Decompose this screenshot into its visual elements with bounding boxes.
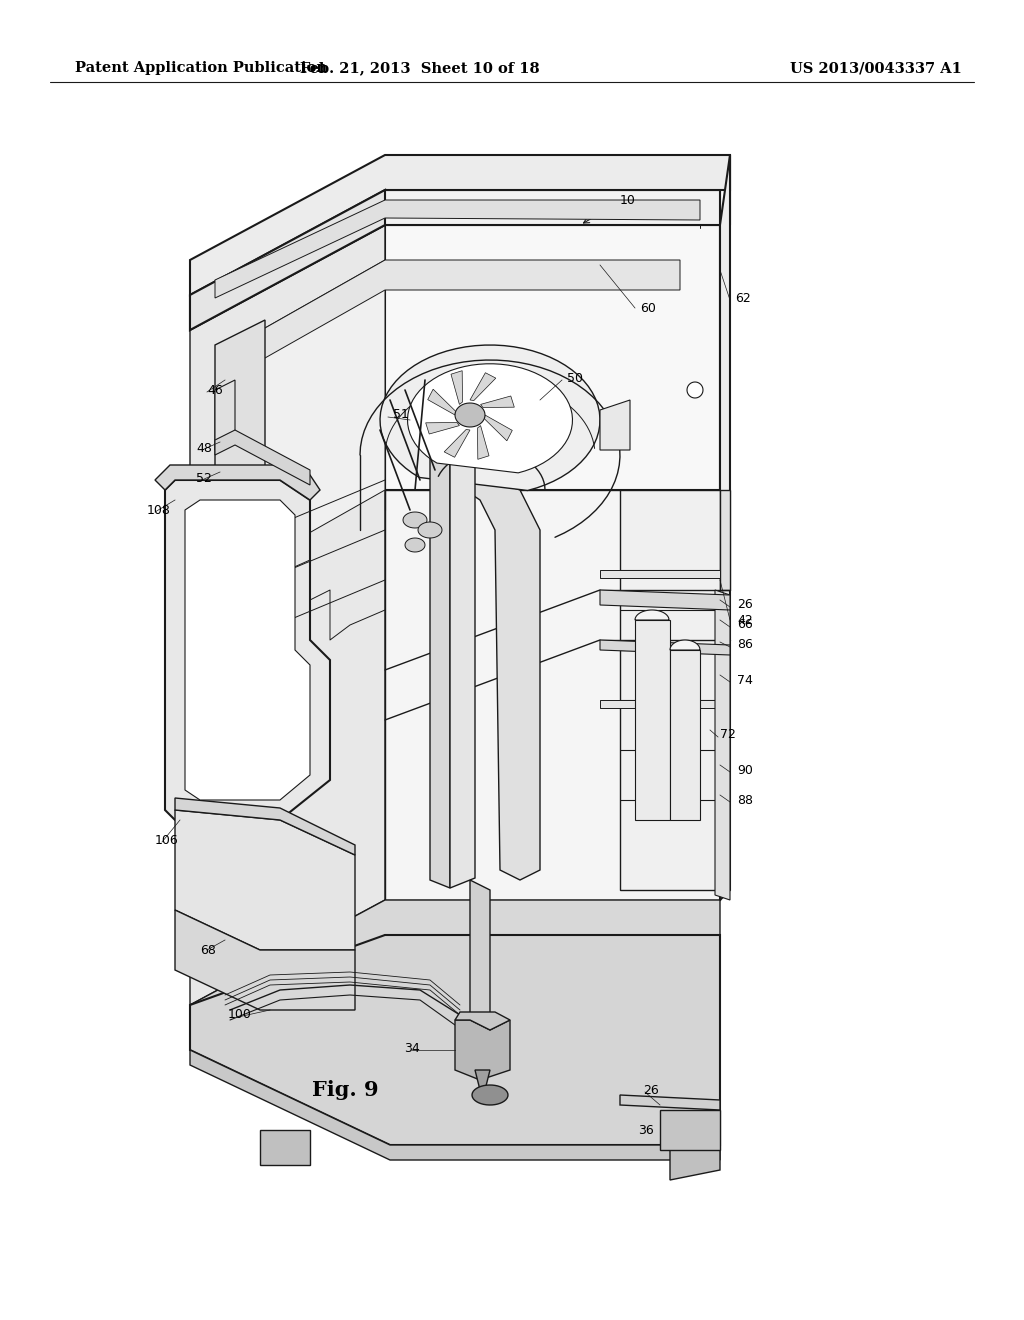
- Text: Feb. 21, 2013  Sheet 10 of 18: Feb. 21, 2013 Sheet 10 of 18: [300, 61, 540, 75]
- Polygon shape: [720, 490, 730, 590]
- Polygon shape: [403, 512, 427, 528]
- Polygon shape: [600, 400, 630, 450]
- Text: Patent Application Publication: Patent Application Publication: [75, 61, 327, 75]
- Polygon shape: [426, 422, 460, 434]
- Polygon shape: [190, 1049, 720, 1160]
- Polygon shape: [620, 1096, 720, 1110]
- Text: 90: 90: [737, 763, 753, 776]
- Polygon shape: [215, 319, 265, 605]
- Polygon shape: [175, 799, 355, 855]
- Polygon shape: [190, 935, 720, 1144]
- Polygon shape: [175, 810, 355, 950]
- Text: 62: 62: [735, 292, 751, 305]
- Text: 52: 52: [196, 471, 212, 484]
- Polygon shape: [600, 700, 720, 708]
- Polygon shape: [190, 190, 385, 330]
- Polygon shape: [165, 480, 330, 820]
- Polygon shape: [480, 396, 514, 408]
- Polygon shape: [234, 260, 385, 576]
- Polygon shape: [720, 154, 730, 900]
- Polygon shape: [418, 521, 442, 539]
- Polygon shape: [175, 909, 355, 1010]
- Polygon shape: [600, 640, 730, 655]
- Polygon shape: [600, 590, 730, 610]
- Polygon shape: [380, 345, 600, 491]
- Text: 86: 86: [737, 639, 753, 652]
- Polygon shape: [475, 1071, 490, 1090]
- Polygon shape: [408, 364, 572, 473]
- Polygon shape: [470, 880, 490, 1030]
- Text: 50: 50: [567, 371, 583, 384]
- Text: 72: 72: [720, 729, 736, 742]
- Polygon shape: [451, 371, 463, 404]
- Polygon shape: [215, 380, 234, 450]
- Polygon shape: [190, 900, 720, 1040]
- Text: 46: 46: [207, 384, 223, 396]
- Polygon shape: [406, 539, 425, 552]
- Polygon shape: [444, 429, 470, 457]
- Polygon shape: [430, 385, 450, 888]
- Polygon shape: [190, 190, 720, 330]
- Polygon shape: [450, 383, 475, 888]
- Polygon shape: [455, 1020, 510, 1080]
- Polygon shape: [234, 260, 680, 375]
- Text: 74: 74: [737, 673, 753, 686]
- Text: 34: 34: [404, 1041, 420, 1055]
- Polygon shape: [215, 201, 700, 298]
- Text: 66: 66: [737, 619, 753, 631]
- Polygon shape: [635, 610, 669, 620]
- Polygon shape: [660, 1110, 720, 1150]
- Text: 51: 51: [393, 408, 409, 421]
- Polygon shape: [155, 465, 319, 500]
- Polygon shape: [670, 640, 700, 649]
- Polygon shape: [600, 570, 720, 578]
- Text: 108: 108: [147, 503, 171, 516]
- Text: 48: 48: [196, 441, 212, 454]
- Text: 60: 60: [640, 301, 656, 314]
- Text: 36: 36: [638, 1123, 653, 1137]
- Polygon shape: [670, 649, 700, 820]
- Text: 106: 106: [155, 833, 179, 846]
- Polygon shape: [430, 375, 475, 393]
- Text: 100: 100: [228, 1008, 252, 1022]
- Polygon shape: [260, 1130, 310, 1166]
- Text: Fig. 9: Fig. 9: [311, 1080, 378, 1100]
- Text: 10: 10: [620, 194, 636, 206]
- Polygon shape: [215, 430, 310, 484]
- Text: US 2013/0043337 A1: US 2013/0043337 A1: [790, 61, 962, 75]
- Polygon shape: [472, 1085, 508, 1105]
- Text: 26: 26: [643, 1084, 658, 1097]
- Polygon shape: [715, 590, 730, 900]
- Polygon shape: [455, 1012, 510, 1030]
- Polygon shape: [428, 389, 456, 414]
- Polygon shape: [190, 154, 730, 294]
- Text: 26: 26: [737, 598, 753, 611]
- Text: 68: 68: [200, 944, 216, 957]
- Text: 42: 42: [737, 614, 753, 627]
- Text: 88: 88: [737, 793, 753, 807]
- Polygon shape: [385, 224, 720, 490]
- Polygon shape: [484, 414, 512, 441]
- Polygon shape: [477, 425, 489, 459]
- Polygon shape: [455, 403, 485, 426]
- Polygon shape: [470, 372, 496, 400]
- Polygon shape: [687, 381, 703, 399]
- Polygon shape: [635, 620, 670, 820]
- Polygon shape: [670, 1144, 720, 1180]
- Polygon shape: [190, 224, 385, 1005]
- Polygon shape: [385, 490, 720, 900]
- Polygon shape: [185, 500, 310, 800]
- Polygon shape: [445, 459, 540, 880]
- Polygon shape: [620, 490, 720, 890]
